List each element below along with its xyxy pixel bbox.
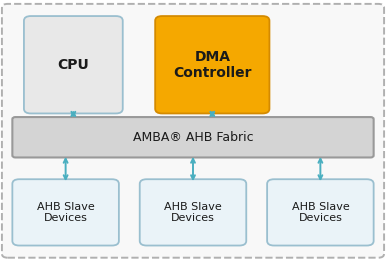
FancyBboxPatch shape	[12, 117, 374, 157]
Text: AHB Slave
Devices: AHB Slave Devices	[37, 202, 95, 223]
FancyBboxPatch shape	[155, 16, 269, 113]
Text: AMBA® AHB Fabric: AMBA® AHB Fabric	[133, 131, 253, 144]
Text: CPU: CPU	[58, 58, 89, 72]
FancyBboxPatch shape	[140, 179, 246, 246]
FancyBboxPatch shape	[2, 4, 384, 258]
Text: DMA
Controller: DMA Controller	[173, 50, 252, 80]
FancyBboxPatch shape	[24, 16, 123, 113]
Text: AHB Slave
Devices: AHB Slave Devices	[164, 202, 222, 223]
FancyBboxPatch shape	[12, 179, 119, 246]
Text: AHB Slave
Devices: AHB Slave Devices	[291, 202, 349, 223]
FancyBboxPatch shape	[267, 179, 374, 246]
